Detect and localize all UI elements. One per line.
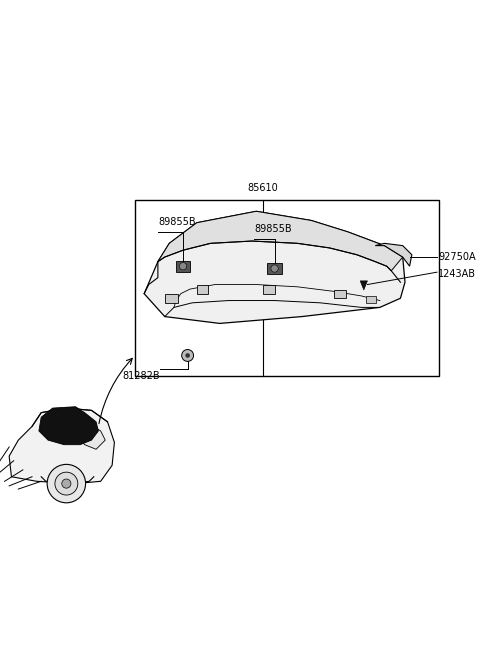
Circle shape (47, 464, 85, 502)
Circle shape (271, 265, 278, 272)
Polygon shape (9, 408, 114, 483)
Bar (176, 260, 191, 272)
Bar (263, 285, 275, 294)
Polygon shape (144, 211, 405, 323)
Polygon shape (39, 407, 98, 445)
Polygon shape (75, 420, 105, 449)
Circle shape (185, 353, 190, 358)
Circle shape (55, 472, 78, 495)
Polygon shape (158, 211, 403, 271)
Text: 89855B: 89855B (158, 217, 195, 228)
Text: 1243AB: 1243AB (438, 269, 477, 279)
Text: 92750A: 92750A (438, 252, 476, 262)
Polygon shape (375, 243, 412, 266)
Bar (334, 290, 346, 298)
Bar (135, 200, 439, 376)
Text: 81282B: 81282B (122, 371, 160, 382)
Bar (197, 285, 208, 294)
Circle shape (181, 350, 193, 361)
Circle shape (180, 262, 187, 270)
Circle shape (62, 479, 71, 488)
Bar (366, 295, 376, 303)
Text: 85610: 85610 (248, 183, 278, 193)
Bar (267, 263, 282, 274)
Bar (165, 294, 178, 303)
Polygon shape (360, 281, 368, 290)
Text: 89855B: 89855B (254, 224, 292, 234)
